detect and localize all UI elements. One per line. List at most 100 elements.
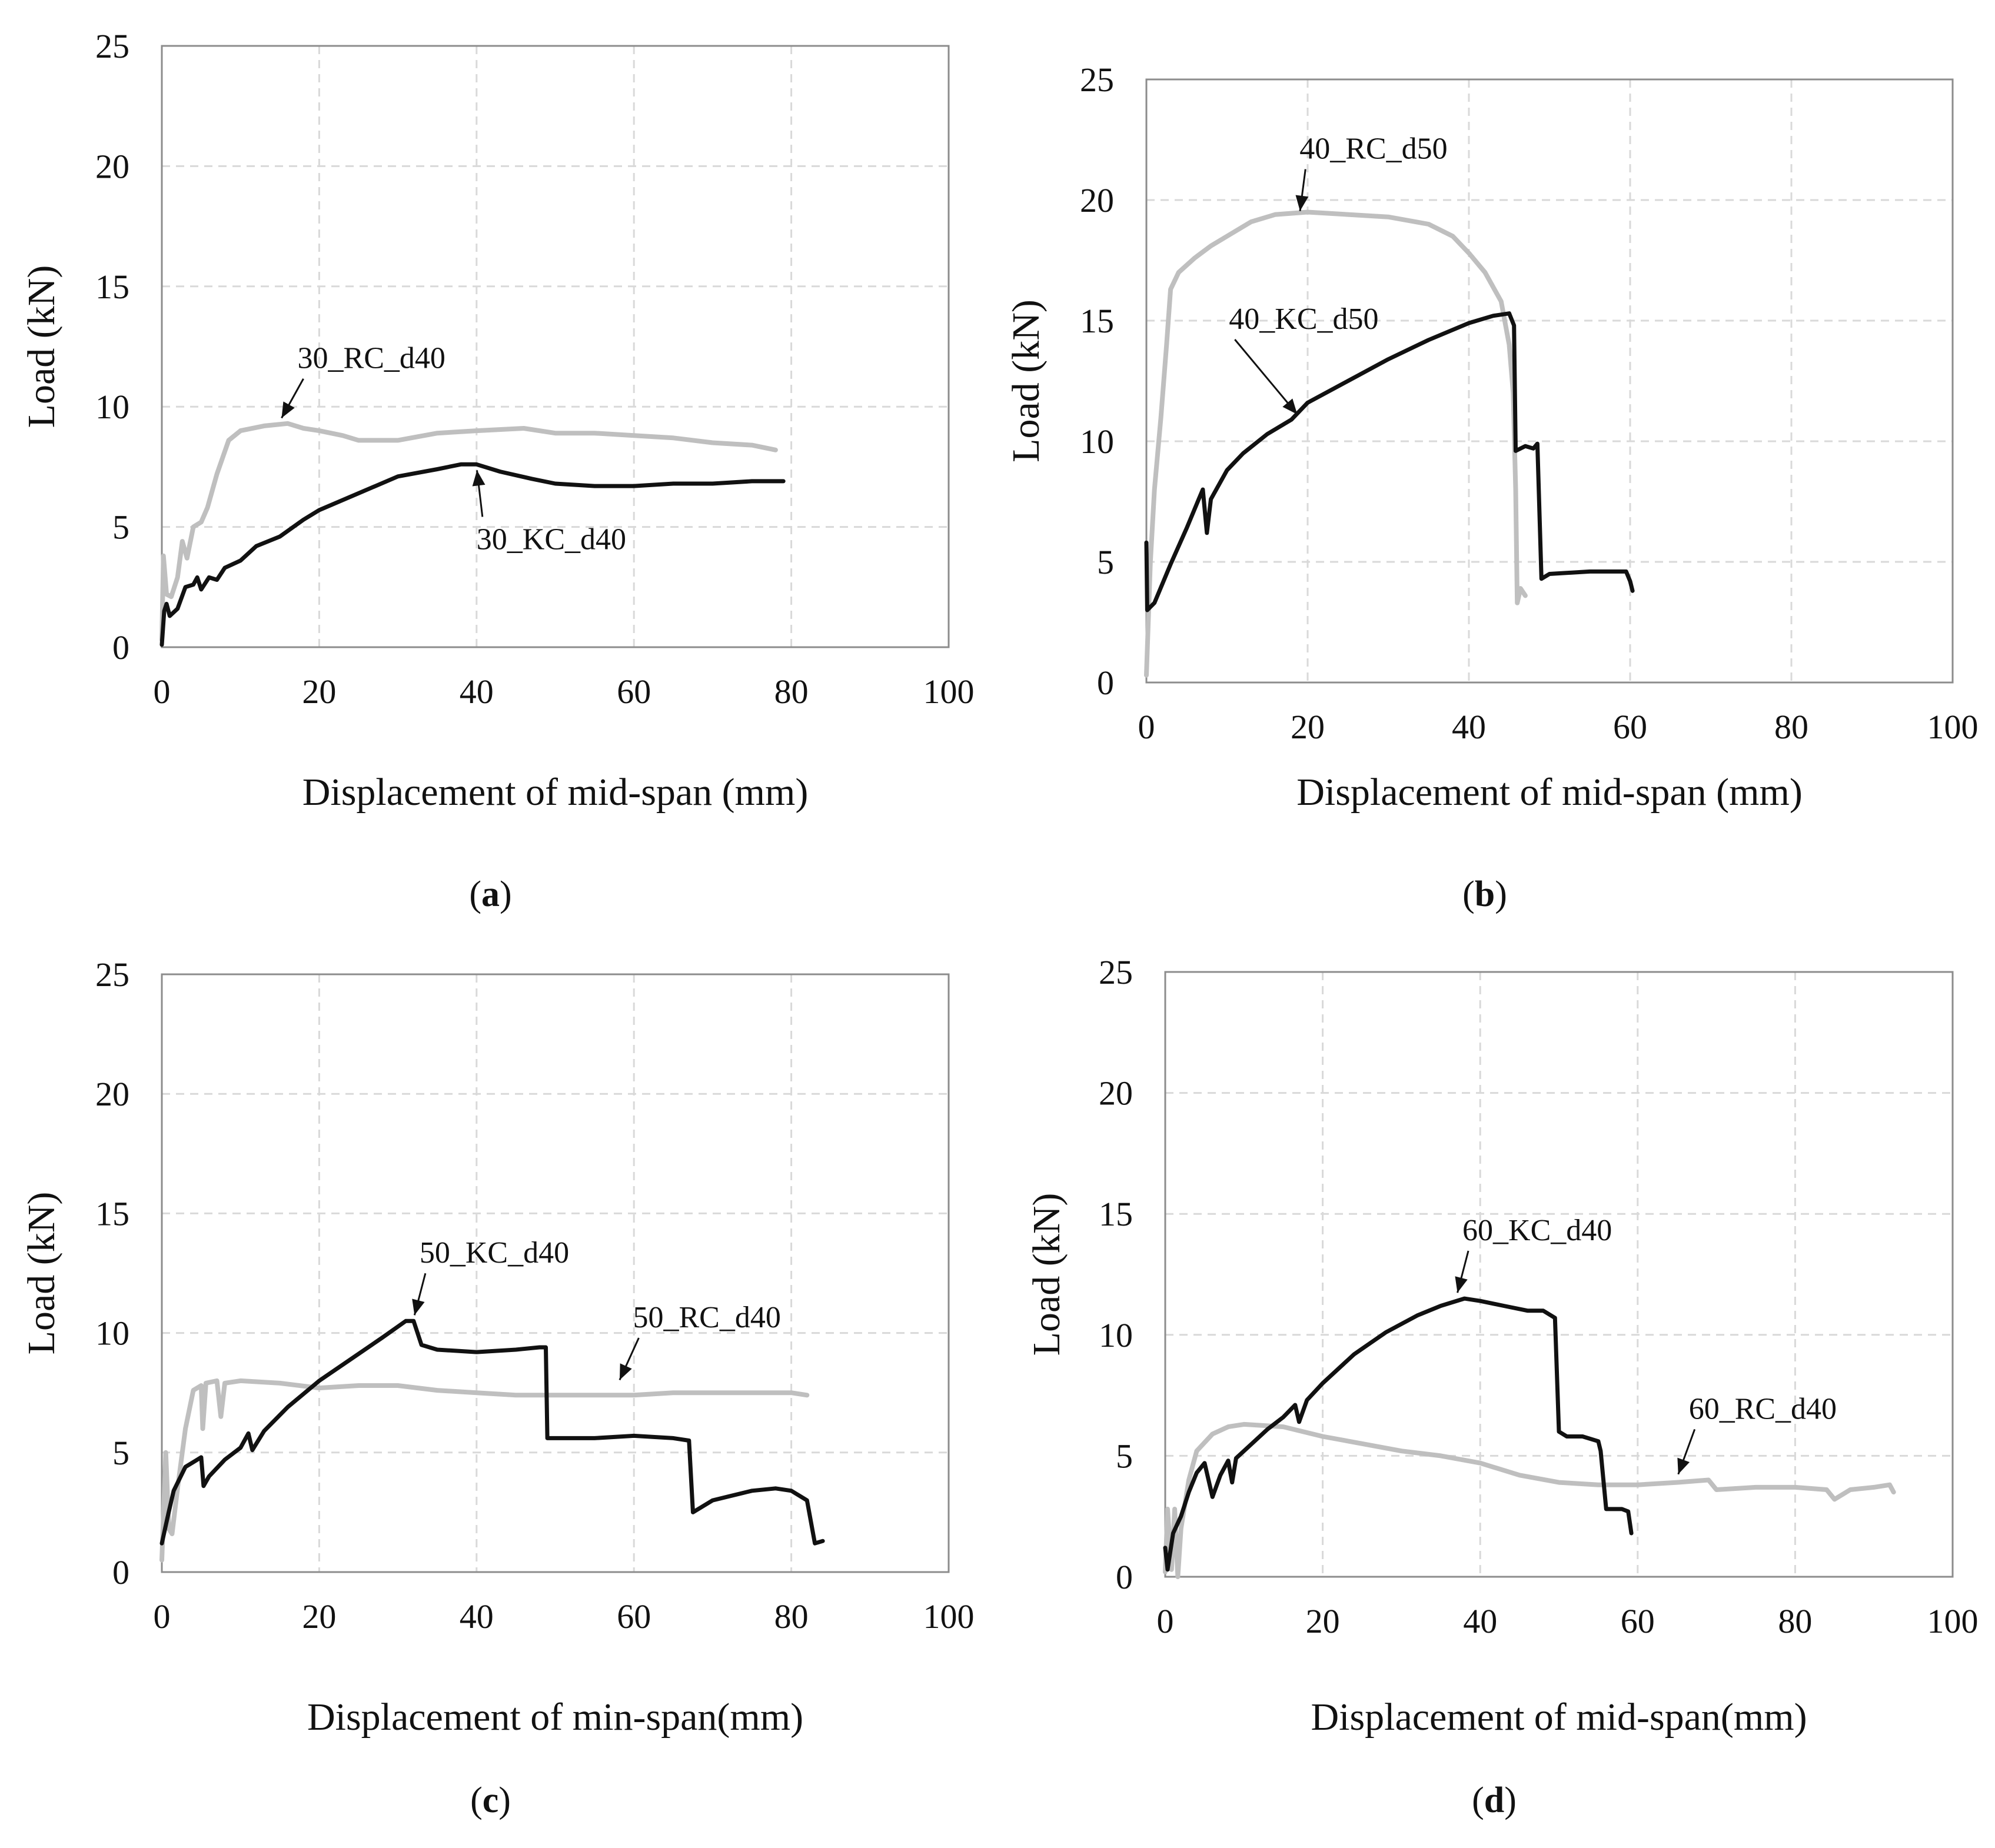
x-tick-label: 0 [154, 672, 171, 711]
x-axis-title: Displacement of mid-span (mm) [1296, 771, 1803, 814]
annotation-label: 30_KC_d40 [477, 522, 626, 556]
panel-caption: (a) [469, 874, 511, 914]
y-tick-label: 10 [95, 1314, 129, 1353]
y-tick-label: 5 [1116, 1437, 1133, 1475]
annotation-arrow-head [1295, 195, 1309, 211]
x-tick-label: 80 [774, 1597, 809, 1636]
x-tick-label: 20 [1291, 708, 1325, 746]
x-tick-label: 80 [774, 672, 809, 711]
series-line-30_RC_d40 [159, 421, 778, 642]
y-tick-label: 20 [95, 1075, 129, 1113]
series-line-40_KC_d50 [1144, 311, 1635, 612]
y-tick-label: 20 [95, 147, 129, 185]
x-axis-title: Displacement of min-span(mm) [307, 1696, 803, 1739]
y-tick-label: 5 [112, 508, 129, 547]
series-line-60_RC_d40 [1163, 1421, 1896, 1579]
y-tick-label: 10 [1099, 1316, 1133, 1354]
x-tick-label: 60 [617, 1597, 651, 1636]
annotation: 30_KC_d40 [472, 470, 626, 556]
x-tick-label: 80 [1778, 1602, 1812, 1640]
annotation-arrow-head [1282, 398, 1298, 415]
y-tick-label: 25 [1099, 953, 1133, 991]
x-tick-label: 40 [1452, 708, 1486, 746]
annotation-arrow-head [619, 1363, 632, 1380]
annotation-arrow-shaft [1234, 339, 1298, 415]
annotation: 50_RC_d40 [619, 1301, 781, 1381]
annotation-arrow-head [1455, 1276, 1468, 1293]
series-line-30_KC_d40 [159, 462, 786, 647]
y-tick-label: 5 [112, 1434, 129, 1472]
plot-frame [161, 45, 950, 648]
y-tick-label: 15 [1099, 1195, 1133, 1233]
series-line-60_KC_d40 [1163, 1296, 1634, 1572]
caption-letter: b [1475, 874, 1495, 914]
annotation-arrow-head [472, 470, 486, 487]
x-tick-label: 40 [1463, 1602, 1497, 1640]
x-tick-label: 0 [1138, 708, 1155, 746]
panel-a: 0 20 40 60 80 100 0 5 10 15 20 25 Displacement of mi… [20, 27, 975, 914]
annotation-label: 50_RC_d40 [633, 1301, 780, 1334]
y-tick-label: 15 [1080, 302, 1114, 340]
gridlines [1146, 79, 1953, 682]
annotation-label: 30_RC_d40 [298, 342, 445, 375]
x-tick-label: 0 [1157, 1602, 1174, 1640]
panel-d: 0 20 40 60 80 100 0 5 10 15 20 25 Displacement of mi… [1025, 953, 1979, 1820]
y-tick-label: 10 [95, 388, 129, 426]
x-tick-label: 40 [460, 672, 494, 711]
y-tick-label: 15 [95, 268, 129, 306]
annotation: 60_KC_d40 [1455, 1214, 1612, 1293]
x-axis-title: Displacement of mid-span(mm) [1311, 1696, 1807, 1739]
y-tick-label: 0 [112, 628, 129, 667]
x-tick-label: 20 [302, 672, 336, 711]
plot-frame [1145, 78, 1954, 684]
y-tick-label: 5 [1097, 543, 1114, 581]
x-tick-label: 60 [1621, 1602, 1655, 1640]
series-line-50_RC_d40 [159, 1378, 810, 1563]
annotation: 50_KC_d40 [412, 1236, 569, 1316]
caption-letter: d [1484, 1780, 1504, 1820]
annotation-arrow-head [412, 1298, 425, 1316]
annotation-label: 50_KC_d40 [420, 1236, 569, 1270]
gridlines [1165, 972, 1953, 1577]
y-axis-title: Load (kN) [20, 1192, 63, 1355]
annotation-label: 60_RC_d40 [1689, 1392, 1837, 1426]
x-tick-label: 60 [617, 672, 651, 711]
y-tick-label: 15 [95, 1194, 129, 1233]
y-axis-title: Load (kN) [20, 265, 63, 428]
caption-letter: a [481, 874, 500, 914]
x-tick-label: 100 [923, 1597, 975, 1636]
y-tick-label: 0 [112, 1553, 129, 1591]
y-tick-label: 25 [95, 27, 129, 65]
x-axis-title: Displacement of mid-span (mm) [302, 771, 809, 814]
y-tick-label: 20 [1099, 1074, 1133, 1113]
series-line-50_KC_d40 [159, 1318, 825, 1546]
plot-frame [161, 973, 950, 1573]
y-tick-label: 25 [1080, 61, 1114, 99]
y-tick-label: 0 [1116, 1558, 1133, 1596]
x-tick-label: 20 [302, 1597, 336, 1636]
x-tick-label: 60 [1613, 708, 1647, 746]
gridlines [162, 46, 949, 647]
y-tick-label: 0 [1097, 664, 1114, 702]
annotation: 30_RC_d40 [281, 342, 445, 419]
y-axis-title: Load (kN) [1005, 299, 1048, 462]
y-tick-label: 20 [1080, 181, 1114, 219]
x-tick-label: 0 [154, 1597, 171, 1636]
x-tick-label: 20 [1306, 1602, 1340, 1640]
annotation: 40_RC_d50 [1295, 132, 1448, 211]
x-tick-label: 80 [1774, 708, 1808, 746]
annotation-arrow-head [281, 401, 295, 418]
annotation: 40_KC_d50 [1229, 302, 1379, 415]
y-tick-label: 10 [1080, 422, 1114, 461]
x-tick-label: 40 [460, 1597, 494, 1636]
plot-frame [1164, 971, 1954, 1578]
x-tick-label: 100 [1927, 1602, 1979, 1640]
annotation-label: 40_KC_d50 [1229, 302, 1378, 336]
panel-b: 0 20 40 60 80 100 0 5 10 15 20 25 Displacement of mi… [1005, 61, 1979, 914]
panel-c: 0 20 40 60 80 100 0 5 10 15 20 25 Displacement of mi… [20, 955, 975, 1820]
y-tick-label: 25 [95, 955, 129, 994]
panel-caption: (c) [470, 1780, 511, 1820]
x-tick-label: 100 [1927, 708, 1979, 746]
panel-caption: (d) [1472, 1780, 1517, 1820]
